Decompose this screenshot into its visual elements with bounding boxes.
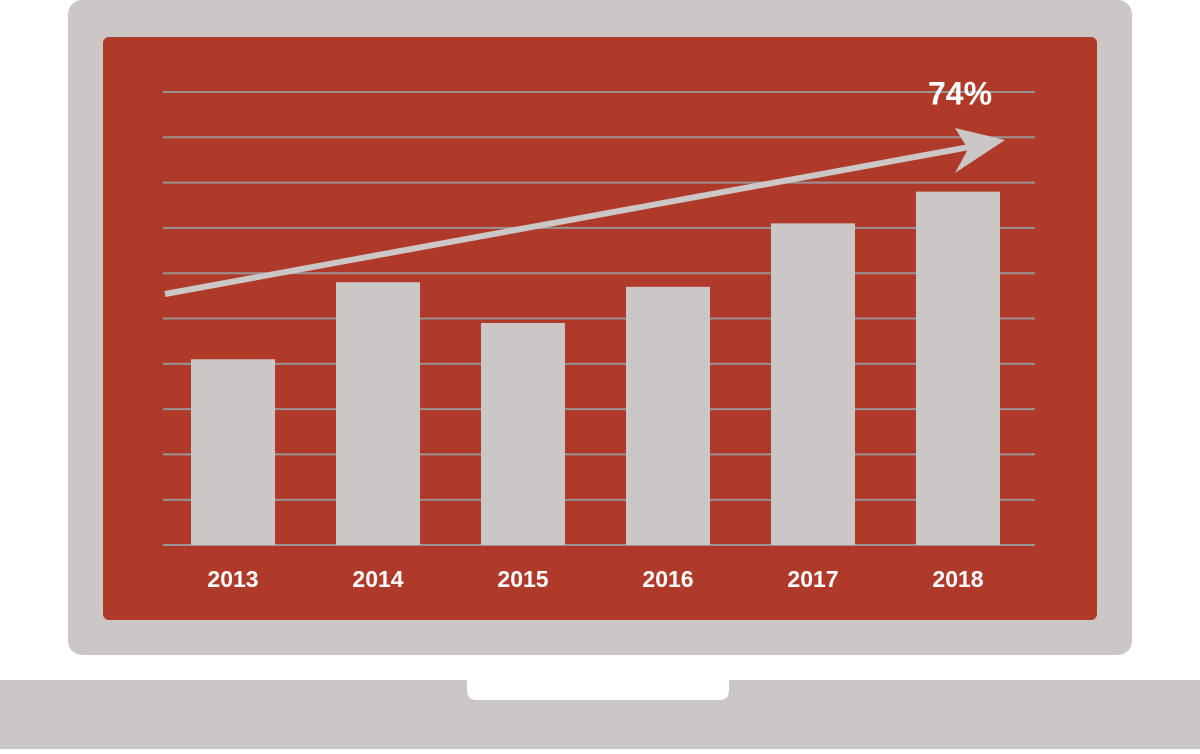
trend-arrow-head (955, 128, 1005, 173)
laptop-notch (467, 680, 729, 700)
grid (163, 91, 1035, 546)
x-tick-label: 2014 (352, 566, 403, 592)
bar (626, 286, 710, 545)
bars (191, 191, 1000, 545)
x-tick-label: 2017 (787, 566, 838, 592)
annotation: 74% (928, 75, 992, 111)
x-tick-label: 2013 (207, 566, 258, 592)
bar (771, 223, 855, 545)
bar (481, 323, 565, 545)
bar (336, 282, 420, 545)
x-tick-label: 2015 (497, 566, 548, 592)
bar (191, 359, 275, 545)
bar (916, 191, 1000, 545)
x-tick-label: 2018 (932, 566, 983, 592)
x-tick-label: 2016 (642, 566, 693, 592)
trend-arrow-line (164, 143, 976, 297)
